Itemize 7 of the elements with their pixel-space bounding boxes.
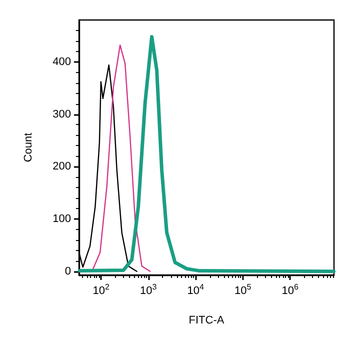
y-tick-label: 400 bbox=[52, 56, 71, 68]
y-tick-label: 0 bbox=[64, 265, 71, 278]
y-tick-label: 200 bbox=[52, 160, 71, 173]
y-axis-title: Count bbox=[22, 132, 34, 162]
y-tick-label: 300 bbox=[52, 108, 71, 120]
x-axis-title: FITC-A bbox=[188, 314, 225, 326]
y-tick-label: 100 bbox=[52, 212, 71, 225]
